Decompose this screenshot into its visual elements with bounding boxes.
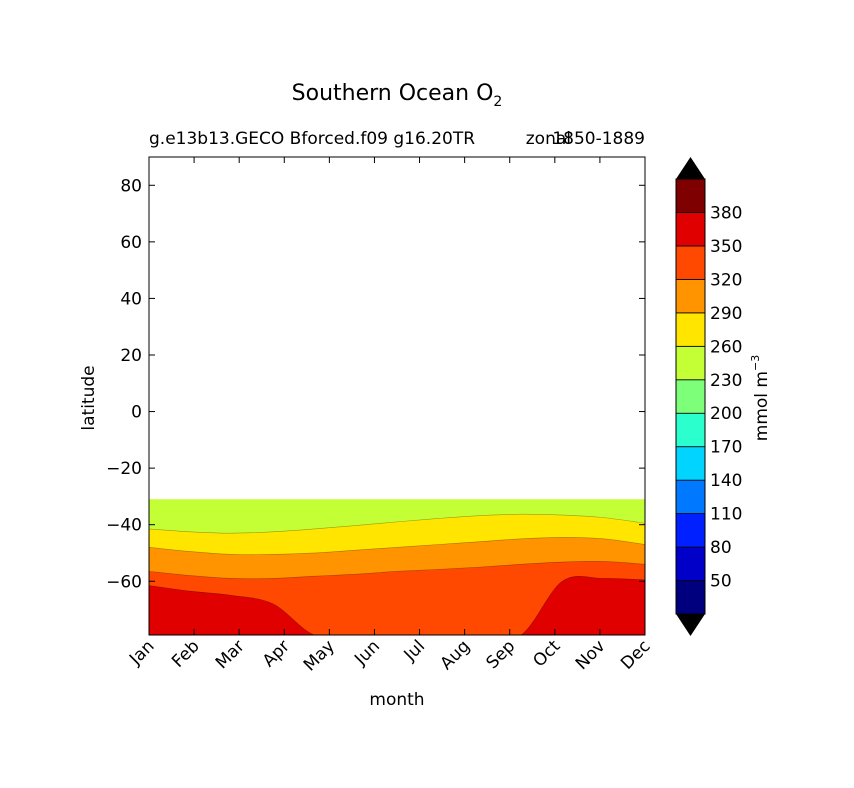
chart-title: Southern Ocean O2 bbox=[292, 81, 503, 110]
chart-subtitle-right-1: zonal bbox=[526, 129, 571, 149]
chart-subtitle-left: g.e13b13.GECO Bforced.f09 g16.20TR bbox=[149, 129, 475, 149]
y-tick-label: −20 bbox=[106, 459, 142, 479]
colorbar-segment bbox=[675, 345, 706, 381]
y-axis: 80 60 40 20 0 −20 −40 −60 bbox=[106, 176, 645, 592]
y-tick-label: 80 bbox=[120, 176, 142, 196]
y-tick-label: 0 bbox=[131, 403, 142, 423]
colorbar-tick-label: 260 bbox=[710, 337, 742, 357]
isoline-350 bbox=[149, 575, 645, 635]
x-tick-label: Jul bbox=[400, 636, 429, 665]
x-axis-label: month bbox=[369, 690, 424, 710]
colorbar-extend-min bbox=[676, 614, 705, 636]
colorbar-segment bbox=[675, 245, 706, 280]
chart-subtitle-right-2: 1850-1889 bbox=[552, 129, 645, 149]
colorbar-segment bbox=[675, 278, 706, 314]
colorbar-tick-label: 50 bbox=[710, 572, 732, 592]
colorbar-extend-max bbox=[676, 157, 705, 179]
y-tick-label: 20 bbox=[120, 346, 142, 366]
x-tick-label: Sep bbox=[482, 636, 519, 673]
colorbar-label: mmol m−3 bbox=[749, 355, 772, 441]
colorbar-tick-label: 290 bbox=[710, 304, 742, 324]
x-tick-label: Dec bbox=[617, 636, 654, 673]
colorbar-tick-label: 140 bbox=[710, 471, 742, 491]
x-tick-label: Oct bbox=[529, 636, 564, 671]
y-tick-label: 40 bbox=[120, 289, 142, 309]
colorbar-segment bbox=[675, 312, 706, 347]
colorbar: 50 80 110 140 170 200 230 260 290 320 350 380 bbox=[675, 157, 742, 636]
x-tick-label: Nov bbox=[572, 636, 610, 674]
isoline-290 bbox=[149, 537, 645, 555]
x-tick-label: May bbox=[300, 636, 339, 675]
colorbar-segment bbox=[675, 546, 706, 581]
colorbar-tick-label: 230 bbox=[710, 371, 742, 391]
colorbar-segment bbox=[675, 178, 706, 213]
x-tick-label: Jun bbox=[350, 636, 384, 670]
y-tick-label: −40 bbox=[106, 516, 142, 536]
y-tick-label: −60 bbox=[106, 572, 142, 592]
colorbar-segment bbox=[675, 379, 706, 414]
y-axis-label: latitude bbox=[79, 365, 99, 430]
isoline-320 bbox=[149, 561, 645, 580]
colorbar-label-superscript: −3 bbox=[749, 355, 762, 371]
colorbar-segment bbox=[675, 513, 706, 548]
colorbar-segment bbox=[675, 479, 706, 515]
colorbar-tick-label: 320 bbox=[710, 270, 742, 290]
chart-title-subscript: 2 bbox=[493, 94, 502, 110]
colorbar-segment bbox=[675, 412, 706, 448]
colorbar-frame bbox=[675, 178, 706, 615]
colorbar-tick-label: 350 bbox=[710, 237, 742, 257]
colorbar-tick-label: 110 bbox=[710, 505, 742, 525]
colorbar-segment bbox=[675, 580, 706, 615]
y-tick-label: 60 bbox=[120, 233, 142, 253]
x-tick-label: Jan bbox=[125, 636, 158, 669]
colorbar-tick-label: 170 bbox=[710, 438, 742, 458]
isoline-260 bbox=[149, 513, 645, 534]
colorbar-segment bbox=[675, 212, 706, 247]
colorbar-tick-label: 80 bbox=[710, 538, 732, 558]
colorbar-segment bbox=[675, 446, 706, 481]
colorbar-tick-label: 380 bbox=[710, 203, 742, 223]
x-tick-label: Feb bbox=[168, 636, 203, 671]
band-above-350 bbox=[149, 576, 645, 635]
colorbar-tick-label: 200 bbox=[710, 404, 742, 424]
contour-field bbox=[149, 499, 645, 635]
x-tick-label: Apr bbox=[259, 636, 294, 671]
x-tick-label: Aug bbox=[437, 636, 475, 674]
plot-frame bbox=[148, 156, 646, 636]
x-tick-label: Mar bbox=[212, 636, 249, 673]
